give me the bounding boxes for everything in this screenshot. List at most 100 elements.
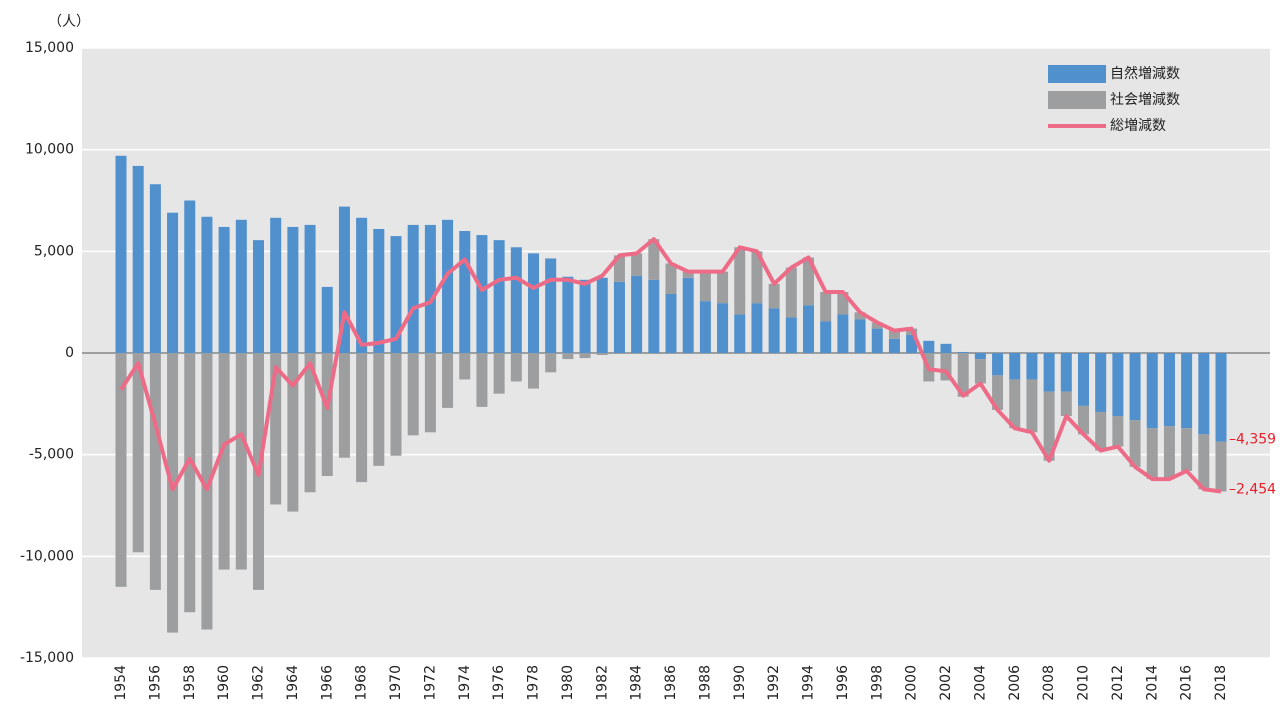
bar [493,240,505,353]
bar [356,353,368,483]
x-tick-label: 2004 [972,665,988,701]
x-tick-label: 1994 [801,665,817,701]
bar [1095,411,1107,451]
bar [768,283,780,309]
x-tick-label: 2002 [938,665,954,701]
bar [562,276,574,353]
bar [854,319,866,353]
x-tick-label: 1962 [251,665,267,701]
bar [1215,441,1227,492]
bar [201,216,213,353]
bar [132,165,144,353]
bar [1043,353,1055,392]
y-tick-label: 5,000 [34,243,74,259]
bar [579,353,591,359]
bar [149,184,161,353]
bar [923,340,935,353]
bar [304,224,316,353]
legend-swatch [1048,65,1106,83]
bar [888,338,900,353]
bar [510,353,522,382]
data-label: –2,454 [1229,482,1276,498]
y-tick-label: 15,000 [25,40,74,56]
bar [785,317,797,353]
x-tick-label: 2014 [1144,665,1160,701]
bar [751,251,763,304]
bar [167,212,179,353]
bar [1146,428,1158,480]
bar [442,353,454,408]
y-tick-label: 0 [65,345,74,361]
x-tick-label: 2008 [1041,665,1057,701]
bar [528,353,539,389]
bar [717,271,729,304]
bar [167,353,179,633]
x-tick-label: 1984 [629,665,645,701]
bar [1043,391,1055,461]
bar [1009,379,1021,429]
bar [562,353,574,360]
bar [407,353,419,436]
bar [270,217,282,353]
bar [803,305,814,353]
bar [287,353,299,512]
x-tick-label: 1974 [457,665,473,701]
bar [734,247,746,315]
bar [1009,353,1021,380]
bar [1163,353,1175,427]
bar [648,239,660,280]
bar [373,228,385,353]
bar [321,353,333,477]
x-tick-label: 2000 [904,665,920,701]
bar [1112,353,1124,417]
bar [545,258,557,353]
bar [940,343,952,353]
bar [459,231,471,353]
bar [1198,353,1210,435]
y-tick-label: -10,000 [20,548,74,564]
bar [631,253,643,276]
bar [493,353,505,394]
bar [734,314,746,353]
bar [837,292,849,315]
x-tick-label: 1966 [319,665,335,701]
bar [803,257,814,306]
bar [528,253,539,353]
bar [699,301,711,353]
bar [871,328,883,353]
bar [854,312,866,320]
legend-label: 総増減数 [1110,117,1166,134]
bar [648,279,660,353]
x-tick-label: 1992 [766,665,782,701]
bar [1060,353,1072,392]
bar [1129,353,1141,421]
bar [476,235,488,353]
bar [184,353,196,613]
x-tick-label: 1982 [594,665,610,701]
bar [201,353,213,630]
x-tick-label: 1998 [869,665,885,701]
bar [510,247,522,353]
bar [115,353,127,587]
legend-label: 社会増減数 [1110,91,1180,108]
bar [373,353,385,466]
x-tick-label: 1988 [697,665,713,701]
bar [1078,405,1089,435]
bar [253,240,264,353]
bar [1198,434,1210,490]
bar [1163,426,1175,480]
bar [1095,353,1107,412]
data-label: –4,359 [1229,432,1276,448]
bar [1129,420,1141,467]
bar [596,277,608,353]
bar [390,236,402,353]
bar [613,255,625,282]
bar [218,226,230,353]
bar [338,353,350,458]
legend-label: 自然増減数 [1110,65,1180,82]
bar [1026,379,1038,433]
bar [992,375,1004,410]
bar [665,263,677,295]
x-tick-label: 1972 [422,665,438,701]
y-tick-label: 10,000 [25,142,74,158]
